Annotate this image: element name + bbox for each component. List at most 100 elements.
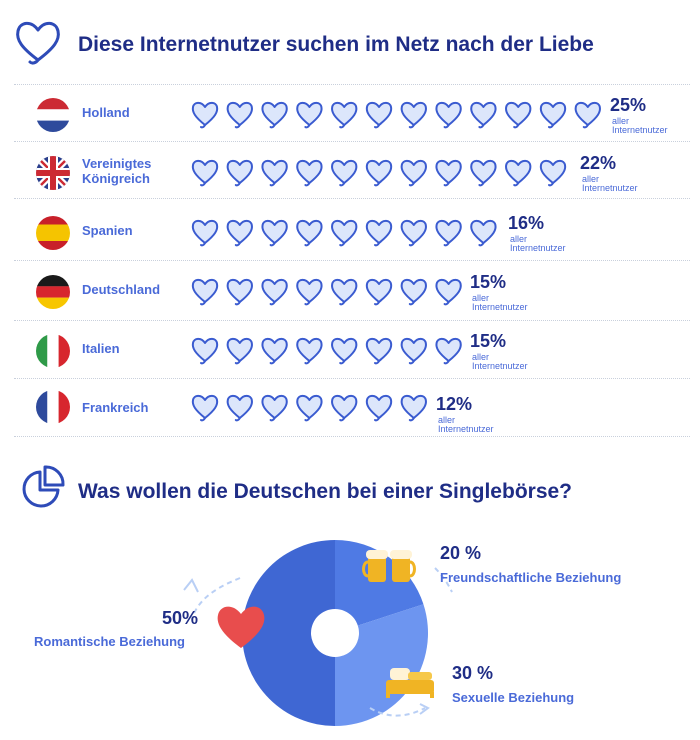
heart-mark: [296, 219, 323, 247]
netherlands-flag-icon: [36, 98, 70, 132]
slice-value-sexual: 30 %: [452, 663, 494, 683]
heart-mark: [331, 337, 358, 365]
divider: [14, 320, 690, 321]
heart-bar: [191, 159, 567, 187]
heart-mark: [400, 159, 427, 187]
pie-hole: [311, 609, 359, 657]
uk-flag-icon: [36, 156, 70, 190]
country-label: Italien: [82, 341, 120, 356]
slice-label-sexual: Sexuelle Beziehung: [452, 690, 575, 705]
heart-mark: [574, 101, 601, 129]
heart-bar: [191, 278, 462, 306]
value-label: 25%: [610, 95, 647, 115]
heart-bar: [191, 219, 497, 247]
heart-mark: [331, 278, 358, 306]
chart-row-italy: Italien 15% aller Internetnutzer: [0, 321, 700, 378]
heart-mark: [261, 101, 288, 129]
heart-mark: [261, 278, 288, 306]
slice-value-friendship: 20 %: [440, 543, 482, 563]
divider: [14, 260, 690, 261]
country-label: Holland: [82, 105, 130, 120]
country-label-line: Königreich: [82, 171, 150, 186]
value-label: 15%: [470, 272, 507, 292]
slice-label-romantic: Romantische Beziehung: [34, 634, 185, 649]
heart-mark: [296, 101, 323, 129]
country-label: Vereinigtes Königreich: [82, 156, 151, 186]
heart-mark: [435, 101, 462, 129]
germany-flag-icon: [36, 275, 70, 309]
value-sublabel: aller Internetnutzer: [510, 234, 566, 253]
bed-icon: [386, 668, 434, 698]
chart-row-uk: Vereinigtes Königreich 22% aller Internetn…: [0, 143, 700, 200]
value-sublabel: aller Internetnutzer: [472, 352, 528, 371]
arrowhead-bottom: [419, 703, 430, 715]
arrow-bottom: [369, 707, 426, 717]
heart-mark: [331, 394, 358, 422]
pie-slice: [335, 540, 424, 633]
country-label: Deutschland: [82, 282, 161, 297]
heart-mark: [191, 101, 219, 129]
slice-value-romantic: 50%: [162, 608, 199, 628]
pie-chart-icon: [22, 465, 65, 508]
heart-mark: [331, 101, 358, 129]
heart-mark: [505, 101, 532, 129]
slice-label-friendship: Freundschaftliche Beziehung: [440, 570, 622, 585]
heart-mark: [435, 278, 462, 306]
value-sublabel: aller Internetnutzer: [438, 415, 494, 434]
heart-mark: [191, 278, 219, 306]
divider: [14, 378, 690, 379]
heart-mark: [261, 394, 288, 422]
value-label: 16%: [508, 213, 545, 233]
heart-mark: [226, 159, 253, 187]
heart-mark: [400, 101, 427, 129]
divider: [14, 141, 690, 142]
value-label: 12%: [436, 394, 473, 414]
section-title-countries: Diese Internetnutzer suchen im Netz nach…: [78, 33, 594, 56]
divider: [14, 436, 690, 437]
spain-flag-icon: [36, 216, 70, 250]
value-sublabel: aller Internetnutzer: [582, 174, 638, 193]
heart-mark: [331, 219, 358, 247]
heart-mark: [435, 337, 462, 365]
pie-chart: [183, 540, 453, 726]
heart-mark: [226, 278, 253, 306]
heart-mark: [365, 101, 393, 129]
heart-mark: [539, 101, 567, 129]
chart-row-germany: Deutschland 15% aller Internetnutzer: [0, 262, 700, 319]
heart-mark: [365, 219, 393, 247]
italy-flag-icon: [36, 334, 70, 368]
heart-mark: [296, 159, 323, 187]
heart-mark: [191, 394, 219, 422]
france-flag-icon: [36, 390, 70, 424]
chart-row-france: Frankreich 12% aller Internetnutzer: [0, 380, 700, 437]
heart-mark: [400, 278, 427, 306]
chart-row-spain: Spanien 16% aller Internetnutzer: [0, 203, 700, 260]
heart-mark: [470, 101, 497, 129]
country-label: Spanien: [82, 223, 133, 238]
heart-mark: [400, 394, 427, 422]
arrowhead-left: [183, 578, 199, 593]
heart-mark: [296, 394, 323, 422]
divider: [14, 198, 690, 199]
heart-mark: [226, 394, 253, 422]
heart-mark: [261, 219, 288, 247]
heart-mark: [539, 159, 567, 187]
heart-mark: [226, 219, 253, 247]
heart-mark: [365, 337, 393, 365]
heart-mark: [435, 219, 462, 247]
heart-mark: [400, 219, 427, 247]
value-sublabel: aller Internetnutzer: [472, 293, 528, 312]
value-label: 15%: [470, 331, 507, 351]
section-title-pie: Was wollen die Deutschen bei einer Singl…: [78, 480, 573, 503]
country-label-line: Vereinigtes: [82, 156, 152, 171]
heart-bar: [191, 101, 601, 129]
beer-mugs-icon: [362, 550, 416, 582]
divider: [14, 84, 690, 85]
heart-mark: [191, 159, 219, 187]
heart-mark: [505, 159, 532, 187]
heart-bar: [191, 337, 462, 365]
heart-mark: [365, 278, 393, 306]
heart-mark: [191, 337, 219, 365]
heart-mark: [331, 159, 358, 187]
heart-mark: [365, 394, 393, 422]
